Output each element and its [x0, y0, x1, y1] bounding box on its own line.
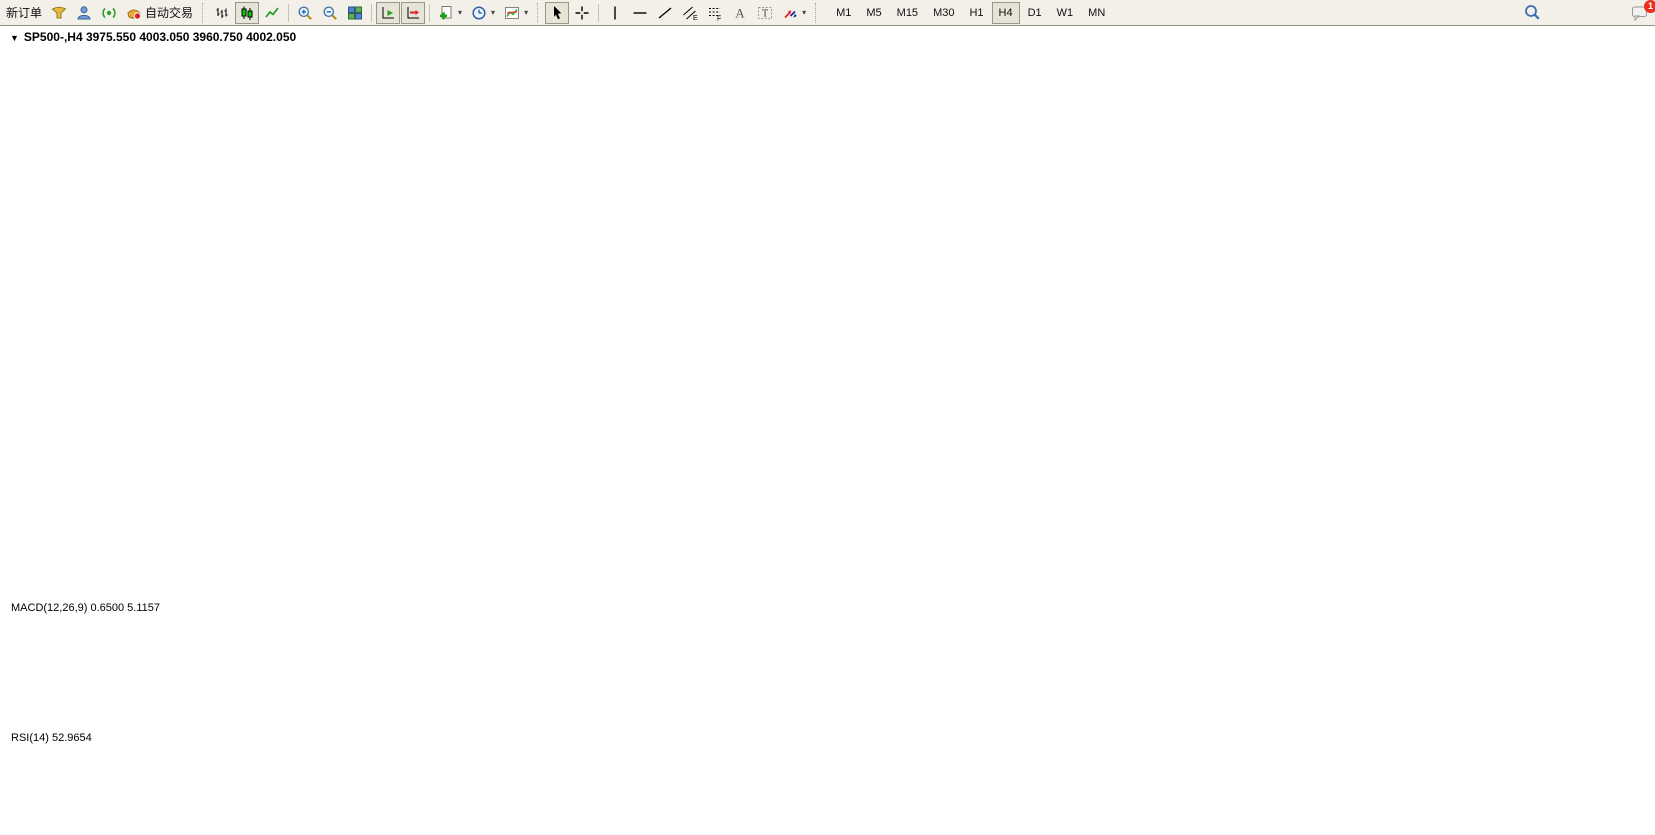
arrows-button[interactable]: ▾ — [778, 2, 810, 24]
timeframe-button-W1[interactable]: W1 — [1050, 2, 1081, 24]
zoom-out-icon — [323, 6, 337, 20]
periods-button[interactable]: ▾ — [467, 2, 499, 24]
timeframe-button-M1[interactable]: M1 — [829, 2, 858, 24]
crosshair-icon — [575, 6, 589, 19]
horizontal-line-icon — [633, 11, 647, 14]
profile-icon — [77, 5, 91, 19]
bar-chart-icon — [216, 7, 228, 18]
toolbar-gripper — [537, 2, 540, 23]
tile-windows-button[interactable] — [343, 2, 367, 24]
price-chart-canvas[interactable] — [0, 26, 1655, 830]
toolbar-separator — [429, 3, 431, 22]
zoom-in-icon — [298, 6, 312, 20]
autotrade-icon — [127, 9, 142, 20]
timeframe-button-D1[interactable]: D1 — [1021, 2, 1049, 24]
chevron-down-icon: ▾ — [524, 8, 529, 17]
horizontal-line-button[interactable] — [628, 2, 652, 24]
signal-button[interactable] — [97, 2, 121, 24]
line-chart-button[interactable] — [260, 2, 284, 24]
zoom-in-button[interactable] — [293, 2, 317, 24]
timeframe-button-M5[interactable]: M5 — [859, 2, 888, 24]
candlestick-icon — [241, 6, 253, 20]
svg-text:T: T — [762, 8, 768, 19]
cursor-button[interactable] — [545, 1, 570, 24]
toolbar-gripper — [202, 2, 205, 23]
notification-badge[interactable]: 1 — [1644, 0, 1655, 13]
timeframe-buttons: M1 M5 M15 M30 H1 H4 D1 W1 MN — [829, 1, 1112, 24]
funnel-icon — [51, 6, 67, 18]
crosshair-button[interactable] — [570, 2, 594, 24]
search-icon — [1525, 5, 1540, 20]
toolbar-separator — [288, 3, 290, 22]
chart-shift-button[interactable] — [401, 1, 426, 24]
channel-button[interactable]: E — [678, 2, 702, 24]
chevron-down-icon: ▾ — [491, 8, 496, 17]
new-template-icon — [440, 5, 452, 19]
cursor-icon — [554, 5, 562, 19]
toolbar-separator — [598, 3, 600, 22]
funnel-button[interactable] — [47, 2, 71, 24]
main-toolbar: 新订单 自动交易 — [0, 0, 1655, 26]
line-chart-icon — [265, 7, 279, 17]
vertical-line-button[interactable] — [603, 2, 627, 24]
search-button[interactable] — [1520, 2, 1545, 24]
timeframe-button-M30[interactable]: M30 — [926, 2, 961, 24]
zoom-out-button[interactable] — [318, 2, 342, 24]
arrows-icon — [784, 9, 797, 18]
periods-clock-icon — [472, 5, 486, 20]
timeframe-button-MN[interactable]: MN — [1081, 2, 1112, 24]
svg-text:A: A — [735, 5, 745, 20]
timeframe-button-H1[interactable]: H1 — [962, 2, 990, 24]
bar-chart-button[interactable] — [210, 2, 234, 24]
text-button[interactable]: A — [728, 2, 752, 24]
auto-trading-label: 自动交易 — [145, 6, 194, 20]
chevron-down-icon: ▾ — [802, 8, 807, 17]
fibonacci-button[interactable]: F — [703, 2, 727, 24]
chart-window: ▼ SP500-,H4 3975.550 4003.050 3960.750 40… — [0, 26, 1655, 830]
indicators-icon — [505, 6, 520, 19]
text-icon: A — [735, 5, 745, 20]
toolbar-right-group: 1 — [1520, 0, 1655, 24]
chevron-down-icon: ▾ — [458, 8, 463, 17]
trendline-button[interactable] — [653, 2, 677, 24]
toolbar-separator — [371, 3, 373, 22]
tile-windows-icon — [348, 6, 363, 19]
signal-icon — [102, 7, 116, 18]
toolbar-gripper — [815, 2, 818, 23]
trendline-icon — [658, 7, 672, 18]
vertical-line-icon — [614, 6, 616, 19]
chart-shift-icon — [407, 6, 420, 18]
svg-text:F: F — [717, 15, 721, 21]
new-order-button[interactable]: 新订单 — [2, 2, 46, 24]
svg-text:E: E — [693, 15, 698, 21]
new-template-button[interactable]: ▾ — [434, 2, 466, 24]
label-button[interactable]: T — [753, 2, 777, 24]
label-icon: T — [758, 6, 773, 19]
timeframe-button-M15[interactable]: M15 — [890, 2, 925, 24]
profile-button[interactable] — [72, 2, 96, 24]
auto-scroll-button[interactable] — [376, 1, 401, 24]
indicators-button[interactable]: ▾ — [500, 2, 532, 24]
candlestick-chart-button[interactable] — [235, 1, 260, 24]
channel-icon: E — [683, 6, 698, 21]
fibonacci-icon: F — [709, 7, 721, 21]
auto-trading-button[interactable]: 自动交易 — [122, 2, 197, 24]
timeframe-button-H4[interactable]: H4 — [991, 1, 1020, 24]
auto-scroll-icon — [382, 6, 395, 18]
